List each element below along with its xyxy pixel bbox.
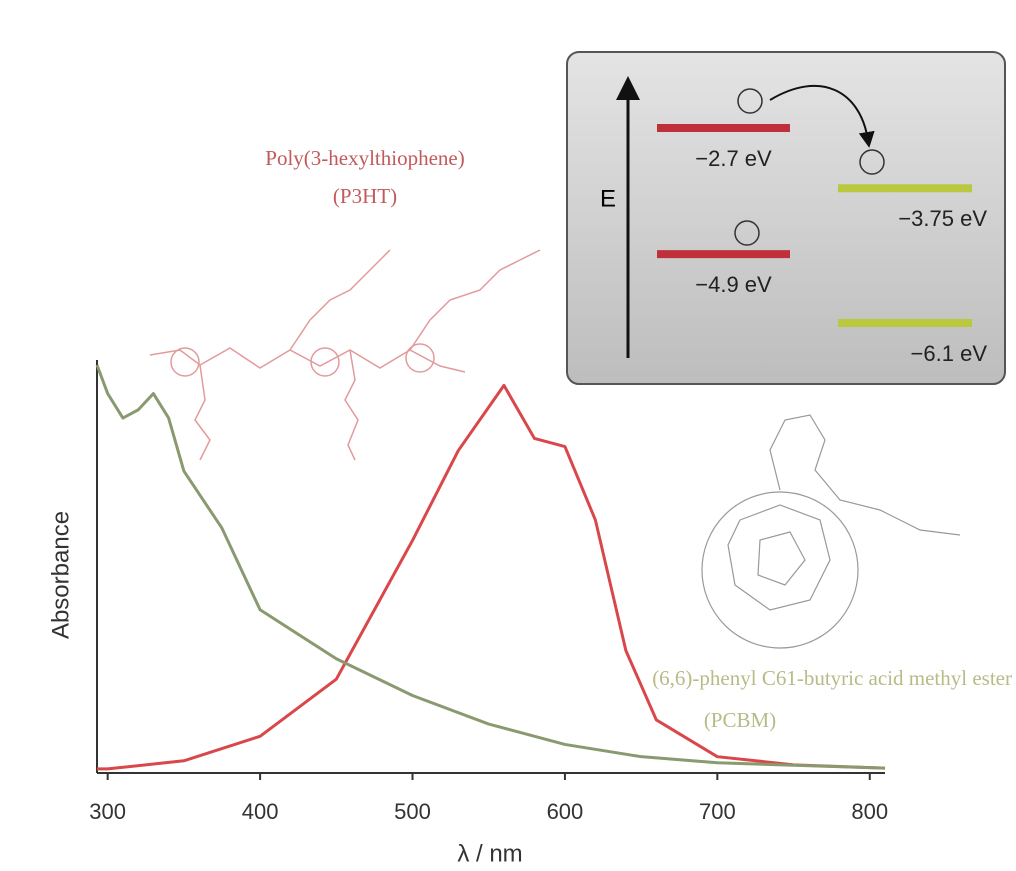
- pcbm-structure: [702, 415, 960, 648]
- annotation: (PCBM): [704, 708, 776, 732]
- x-axis-label: λ / nm: [457, 840, 522, 867]
- annotation: (6,6)-phenyl C61-butyric acid methyl est…: [652, 666, 1012, 690]
- energy-label: −3.75 eV: [898, 206, 987, 231]
- x-tick-label: 500: [394, 799, 431, 824]
- x-tick-label: 600: [547, 799, 584, 824]
- energy-label: −6.1 eV: [911, 341, 988, 366]
- x-tick-label: 300: [89, 799, 126, 824]
- energy-label: −4.9 eV: [695, 272, 772, 297]
- inset-axis-label: E: [600, 185, 616, 212]
- p3ht-structure: [150, 250, 540, 460]
- figure: E Poly(3-hexylthiophene) (P3HT) (6,6)-ph…: [0, 0, 1016, 871]
- x-tick-label: 700: [699, 799, 736, 824]
- x-tick-label: 800: [851, 799, 888, 824]
- x-tick-label: 400: [242, 799, 279, 824]
- annotation: Poly(3-hexylthiophene): [265, 146, 464, 170]
- energy-label: −2.7 eV: [695, 146, 772, 171]
- annotation: (P3HT): [333, 184, 397, 208]
- y-axis-label: Absorbance: [47, 511, 74, 639]
